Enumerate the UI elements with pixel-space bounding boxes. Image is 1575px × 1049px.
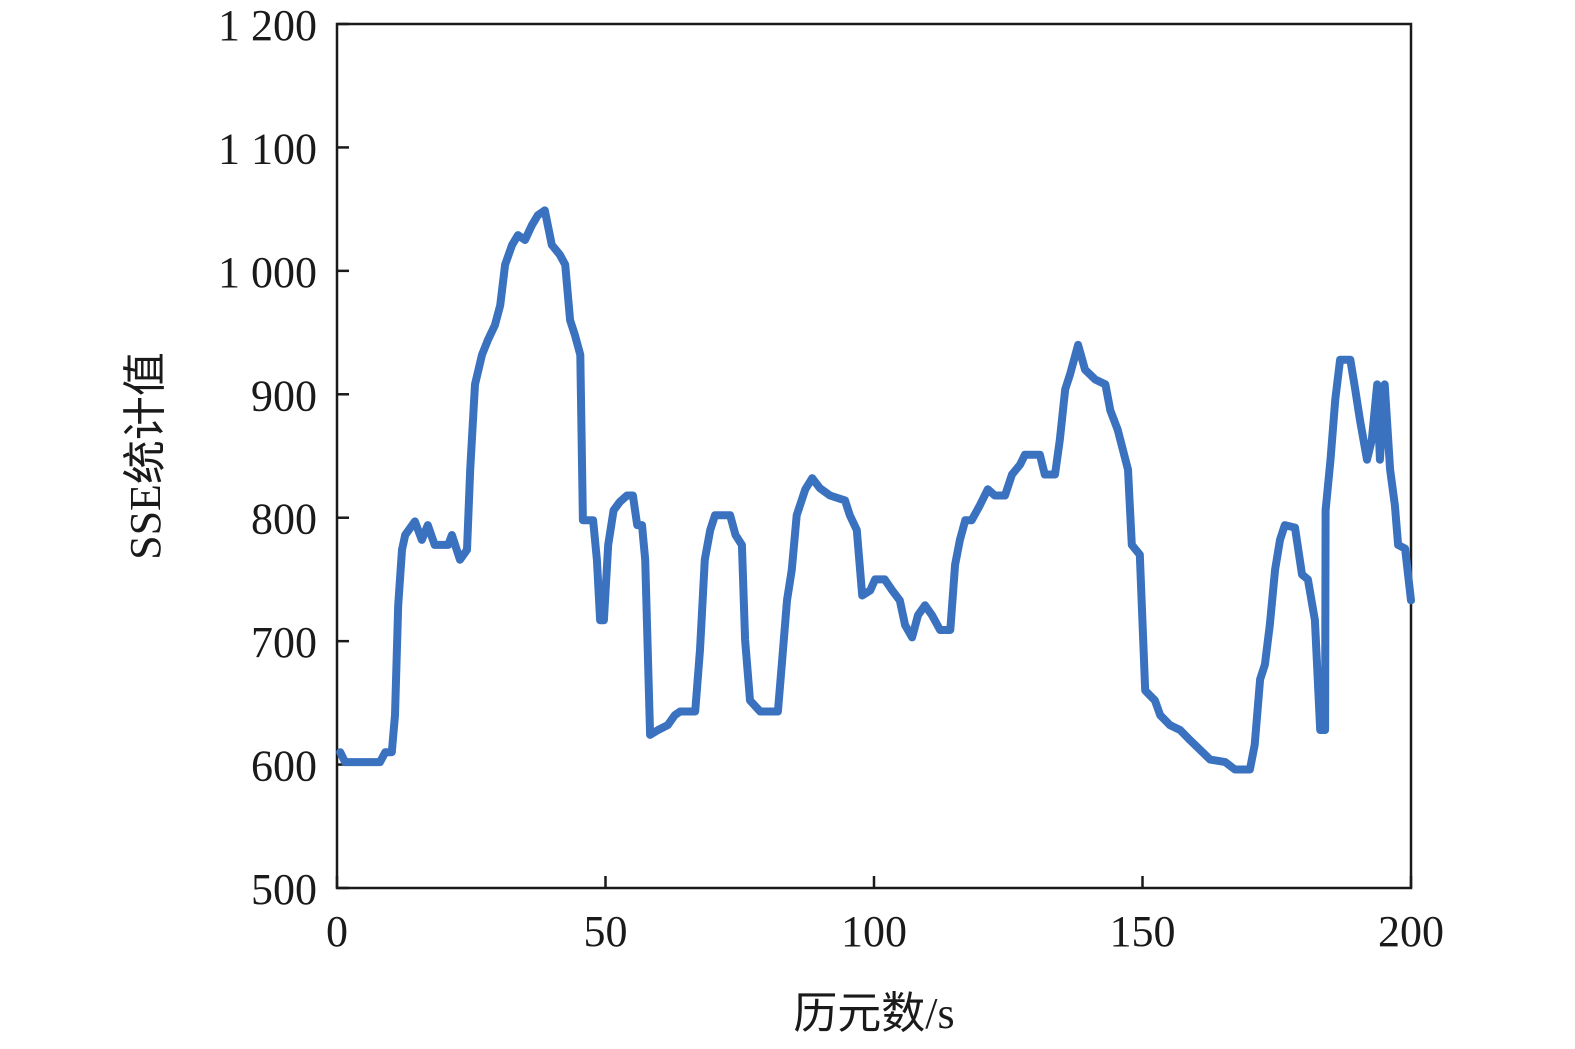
y-tick-label: 500 <box>251 865 317 914</box>
series-line <box>336 206 1415 774</box>
x-tick-label: 200 <box>1378 907 1444 956</box>
y-axis-label: SSE统计值 <box>121 352 170 560</box>
y-tick-label: 1 000 <box>218 248 317 297</box>
y-tick-label: 1 200 <box>218 1 317 50</box>
series-layer <box>336 206 1415 774</box>
y-tick-label: 700 <box>251 618 317 667</box>
x-axis-label: 历元数/s <box>793 989 954 1038</box>
x-tick-label: 0 <box>326 907 348 956</box>
x-tick-label: 100 <box>841 907 907 956</box>
y-tick-label: 600 <box>251 742 317 791</box>
y-tick-label: 800 <box>251 495 317 544</box>
x-tick-label: 50 <box>584 907 628 956</box>
y-tick-label: 1 100 <box>218 124 317 173</box>
x-axis-ticks: 0 50 100 150 200 <box>326 876 1444 956</box>
y-axis-ticks: 500 600 700 800 900 1 000 1 100 1 200 <box>218 1 349 914</box>
y-tick-label: 900 <box>251 371 317 420</box>
x-tick-label: 150 <box>1110 907 1176 956</box>
